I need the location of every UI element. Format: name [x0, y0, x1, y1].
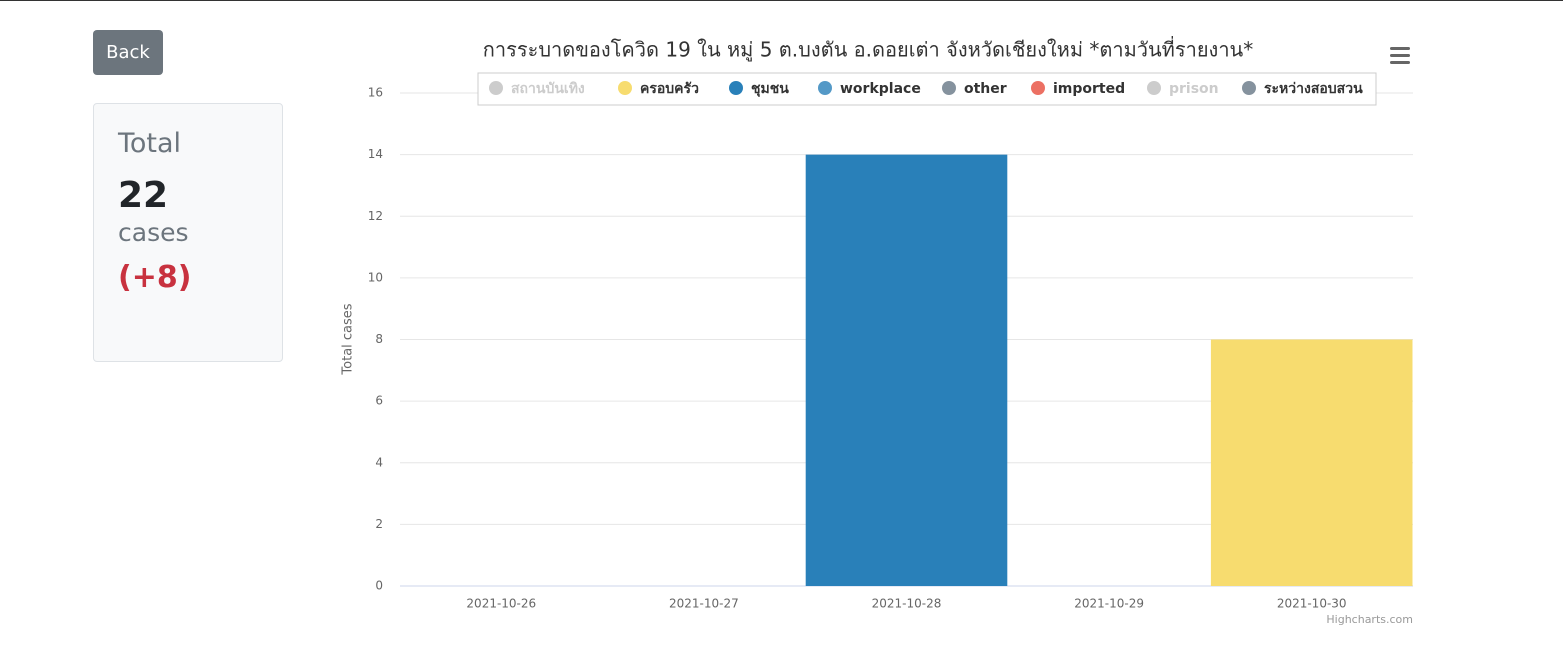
y-tick-label: 14: [368, 147, 383, 161]
legend-symbol: [1031, 81, 1045, 95]
legend-symbol: [729, 81, 743, 95]
chart-title: การระบาดของโควิด 19 ใน หมู่ 5 ต.บงตัน อ.…: [483, 36, 1253, 63]
y-tick-label: 6: [375, 394, 383, 408]
legend-label: prison: [1169, 81, 1219, 97]
menu-icon[interactable]: [1390, 47, 1410, 64]
y-tick-label: 12: [368, 209, 383, 223]
legend-item[interactable]: ระหว่างสอบสวน: [1242, 81, 1363, 97]
x-tick-label: 2021-10-29: [1074, 597, 1144, 611]
legend-symbol: [942, 81, 956, 95]
x-tick-label: 2021-10-26: [466, 597, 536, 611]
menu-bar: [1390, 61, 1410, 64]
legend-label: ระหว่างสอบสวน: [1264, 81, 1363, 97]
legend-label: ครอบครัว: [640, 81, 699, 97]
summary-label: Total: [118, 128, 182, 159]
y-tick-label: 10: [368, 270, 383, 284]
x-tick-label: 2021-10-28: [872, 597, 942, 611]
legend-label: ชุมชน: [751, 81, 789, 97]
bar: [805, 154, 1008, 586]
legend-label: สถานบันเทิง: [511, 81, 585, 97]
legend-item[interactable]: prison: [1147, 81, 1219, 97]
menu-bar: [1390, 47, 1410, 50]
legend-symbol: [1147, 81, 1161, 95]
summary-change: (+8): [118, 259, 192, 295]
back-button[interactable]: Back: [93, 30, 163, 75]
legend-item[interactable]: imported: [1031, 81, 1125, 97]
summary-unit: cases: [118, 217, 189, 247]
legend-item[interactable]: workplace: [818, 81, 921, 97]
legend-item[interactable]: ครอบครัว: [618, 81, 699, 97]
y-tick-label: 2: [375, 517, 383, 531]
x-tick-label: 2021-10-30: [1277, 597, 1347, 611]
summary-card: Total 22 cases (+8): [93, 103, 283, 362]
legend-symbol: [618, 81, 632, 95]
y-tick-label: 4: [375, 455, 383, 469]
summary-count: 22: [118, 175, 169, 217]
legend-label: other: [964, 81, 1007, 97]
credit: Highcharts.com: [1326, 613, 1413, 626]
y-axis-label: Total cases: [341, 303, 356, 375]
legend-label: workplace: [840, 81, 921, 97]
x-tick-label: 2021-10-27: [669, 597, 739, 611]
y-tick-label: 16: [368, 86, 383, 100]
legend-symbol: [1242, 81, 1256, 95]
legend-label: imported: [1053, 81, 1125, 97]
bar: [1210, 339, 1413, 586]
legend-symbol: [818, 81, 832, 95]
y-tick-label: 0: [375, 579, 383, 593]
menu-bar: [1390, 54, 1410, 57]
legend-item[interactable]: other: [942, 81, 1007, 97]
legend-item[interactable]: สถานบันเทิง: [489, 81, 585, 97]
legend-item[interactable]: ชุมชน: [729, 81, 789, 97]
legend-symbol: [489, 81, 503, 95]
legend-box: [477, 72, 1377, 106]
y-tick-label: 8: [375, 332, 383, 346]
